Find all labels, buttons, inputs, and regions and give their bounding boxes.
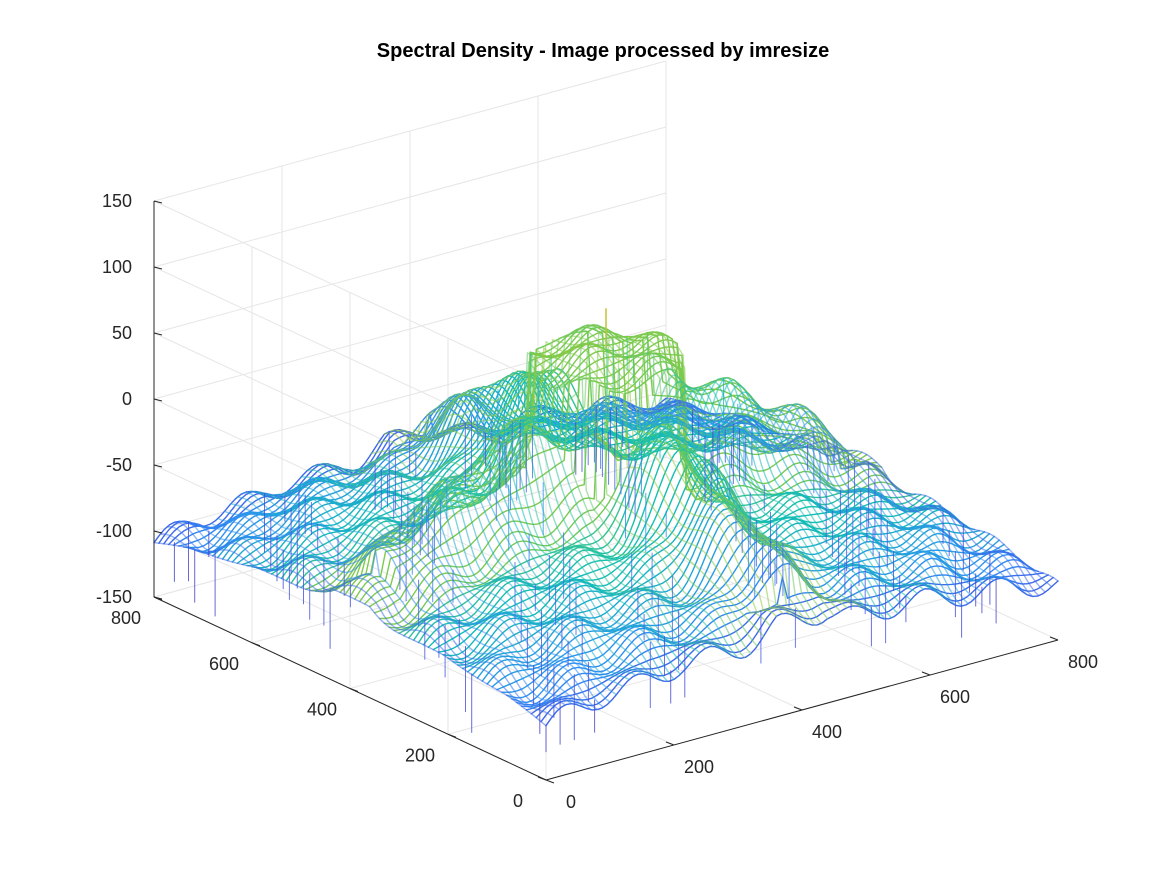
axes-frame xyxy=(153,200,1059,784)
surface-mesh-line xyxy=(441,330,835,617)
surface-mesh-line xyxy=(358,352,752,655)
surface-mesh-line xyxy=(281,467,675,681)
surface-mesh-line xyxy=(178,520,573,705)
z-tick-label: -50 xyxy=(106,455,132,475)
y-tick-mark xyxy=(447,733,457,738)
surface-mesh-line xyxy=(646,399,1040,597)
x-tick-mark xyxy=(793,706,803,711)
x-tick-label: 0 xyxy=(566,792,576,812)
chart-title: Spectral Density - Image processed by im… xyxy=(377,40,829,62)
y-tick-label: 800 xyxy=(111,608,141,628)
surface-mesh-line xyxy=(415,328,810,625)
y-tick-mark xyxy=(251,642,261,647)
surface-mesh-line xyxy=(652,401,1046,593)
surface-mesh-line xyxy=(575,402,970,605)
x-tick-label: 600 xyxy=(940,687,970,707)
x-tick-mark xyxy=(537,776,547,781)
surface-mesh-line xyxy=(223,510,618,696)
z-tick-label: 0 xyxy=(122,389,132,409)
x-tick-label: 200 xyxy=(684,757,714,777)
surface-mesh-line xyxy=(428,324,822,625)
surface-mesh-line xyxy=(639,400,1034,598)
surface-mesh-line xyxy=(569,401,963,607)
z-tick-mark xyxy=(153,398,163,402)
z-tick-mark xyxy=(153,464,163,468)
surface-mesh-line xyxy=(191,523,586,709)
surface-mesh-line xyxy=(255,476,650,676)
surface-mesh-line xyxy=(409,335,803,622)
z-tick-label: -150 xyxy=(96,587,132,607)
grid-line xyxy=(153,464,547,649)
z-tick-label: -100 xyxy=(96,521,132,541)
grid-line xyxy=(153,60,667,202)
x-tick-mark xyxy=(665,741,675,746)
surface-mesh-line xyxy=(601,397,995,582)
z-tick-mark xyxy=(153,266,163,270)
z-tick-mark xyxy=(153,596,163,600)
y-tick-label: 200 xyxy=(405,745,435,765)
tick-labels: 0 200 400 600 800 0 200 400 600 800 -150… xyxy=(96,191,1098,812)
x-tick-label: 400 xyxy=(812,722,842,742)
z-tick-label: 50 xyxy=(112,323,132,343)
surface-mesh-line xyxy=(230,501,624,688)
y-tick-mark xyxy=(545,779,555,784)
surface-mesh-line xyxy=(351,361,746,659)
surface-mesh-line xyxy=(300,440,694,661)
grid-line xyxy=(153,398,547,583)
grid-line xyxy=(153,192,667,334)
z-tick-mark xyxy=(153,530,163,534)
y-tick-label: 400 xyxy=(307,700,337,720)
surface-mesh-line xyxy=(505,386,899,615)
surface-mesh-line xyxy=(545,577,1059,727)
z-tick-label: 150 xyxy=(102,191,132,211)
y-tick-label: 0 xyxy=(513,791,523,811)
grid-line xyxy=(153,200,547,385)
surface-mesh-line xyxy=(562,404,957,606)
grid-line xyxy=(447,593,961,735)
surface-mesh-line xyxy=(447,335,842,613)
y-tick-label: 600 xyxy=(209,654,239,674)
surface-mesh-line xyxy=(530,376,925,590)
z-tick-mark xyxy=(153,332,163,336)
surface-mesh-line xyxy=(665,397,1059,582)
surface-mesh-line xyxy=(492,385,886,620)
surface-mesh-line xyxy=(486,380,880,618)
spectral-density-surface xyxy=(153,308,1059,753)
grid-line xyxy=(153,258,667,400)
surface-mesh-line xyxy=(159,533,554,718)
x-tick-mark xyxy=(1049,636,1059,641)
grid-line xyxy=(153,126,667,268)
surface-mesh-line xyxy=(319,417,714,648)
surface-mesh-line xyxy=(370,353,765,637)
x-tick-mark xyxy=(921,671,931,676)
y-tick-mark xyxy=(349,688,359,692)
z-tick-label: 100 xyxy=(102,257,132,277)
grid-line xyxy=(153,530,547,715)
x-tick-label: 800 xyxy=(1068,652,1098,672)
z-tick-mark xyxy=(153,200,163,204)
surface-mesh-line xyxy=(658,402,1053,588)
